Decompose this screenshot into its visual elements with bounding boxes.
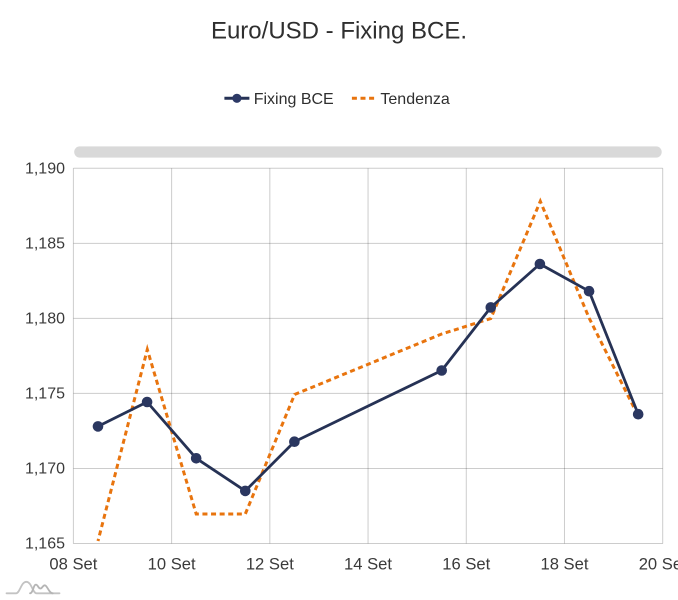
- svg-text:08 Set: 08 Set: [49, 555, 97, 574]
- svg-text:1,180: 1,180: [25, 310, 65, 327]
- svg-text:10 Set: 10 Set: [148, 555, 196, 574]
- svg-text:18 Set: 18 Set: [540, 555, 588, 574]
- svg-text:Euro/USD - Fixing BCE.: Euro/USD - Fixing BCE.: [211, 18, 467, 45]
- svg-text:1,175: 1,175: [25, 385, 65, 402]
- svg-text:1,190: 1,190: [25, 160, 65, 177]
- svg-text:1,170: 1,170: [25, 461, 65, 478]
- svg-text:Tendenza: Tendenza: [380, 91, 449, 108]
- svg-text:20 Set: 20 Set: [639, 555, 678, 574]
- svg-text:Fixing BCE: Fixing BCE: [254, 91, 334, 108]
- svg-text:1,165: 1,165: [25, 536, 65, 553]
- svg-text:16 Set: 16 Set: [442, 555, 490, 574]
- svg-text:1,185: 1,185: [25, 235, 65, 252]
- svg-text:14 Set: 14 Set: [344, 555, 392, 574]
- svg-text:12 Set: 12 Set: [246, 555, 294, 574]
